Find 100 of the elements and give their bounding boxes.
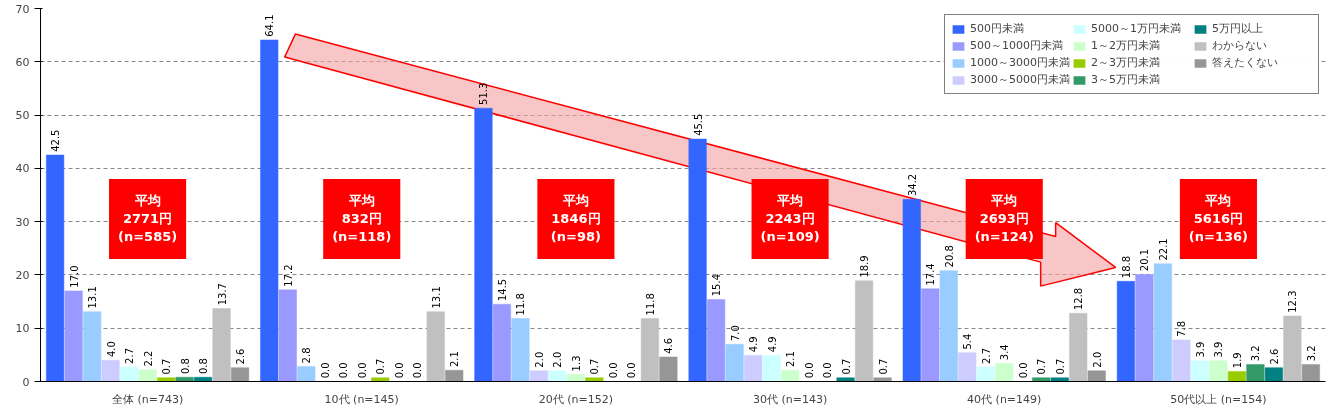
data-label: 4.6 xyxy=(663,337,675,354)
legend-label: 1～2万円未満 xyxy=(1091,38,1161,53)
data-label: 13.7 xyxy=(216,283,228,306)
data-label: 20.8 xyxy=(943,245,955,268)
x-tick-label: 30代 (n=143) xyxy=(752,392,828,406)
data-label: 0.0 xyxy=(338,362,350,379)
data-label: 0.0 xyxy=(356,362,368,379)
legend-label: 500～1000円未満 xyxy=(970,38,1064,53)
bar xyxy=(1209,360,1228,382)
annotation: 平均 2693円 (n=124) xyxy=(974,193,1034,245)
data-label: 0.7 xyxy=(589,358,601,375)
annotation: 平均 2771円 (n=585) xyxy=(118,193,178,245)
bar xyxy=(640,318,659,382)
legend-label: 答えたくない xyxy=(1212,55,1279,70)
bar xyxy=(492,303,511,382)
bar xyxy=(744,355,763,382)
bar xyxy=(781,370,800,382)
bar xyxy=(902,199,921,382)
y-tick-label: 20 xyxy=(15,268,30,282)
bar xyxy=(1283,315,1302,382)
bar xyxy=(426,311,445,382)
bar xyxy=(836,377,855,382)
bar xyxy=(762,355,781,382)
bar xyxy=(138,369,157,382)
data-label: 4.9 xyxy=(766,336,778,353)
bar xyxy=(1264,367,1283,382)
data-label: 2.2 xyxy=(142,350,154,367)
data-label: 17.0 xyxy=(68,265,80,288)
legend-label: 5万円以上 xyxy=(1212,21,1264,36)
bar xyxy=(585,377,604,382)
bar xyxy=(659,356,678,382)
data-label: 3.2 xyxy=(1305,345,1317,362)
data-label: 2.0 xyxy=(552,351,564,368)
bar xyxy=(939,270,958,382)
data-label: 4.9 xyxy=(748,336,760,353)
data-label: 1.9 xyxy=(1231,352,1243,369)
x-tick-label: 40代 (n=149) xyxy=(967,392,1042,406)
data-label: 12.8 xyxy=(1073,287,1085,311)
bar xyxy=(1069,313,1088,382)
bar xyxy=(1172,339,1191,382)
x-tick-label: 20代 (n=152) xyxy=(538,392,614,406)
bar xyxy=(260,39,279,382)
data-label: 11.8 xyxy=(515,293,527,316)
y-tick-label: 50 xyxy=(15,109,30,123)
data-label: 0.0 xyxy=(1017,362,1029,379)
data-label: 2.0 xyxy=(1091,351,1103,368)
bar xyxy=(83,311,102,382)
bar xyxy=(995,363,1014,382)
data-label: 17.4 xyxy=(925,263,937,286)
data-label: 20.1 xyxy=(1139,248,1151,272)
data-label: 2.0 xyxy=(533,351,545,368)
data-label: 0.0 xyxy=(393,362,405,379)
data-label: 45.5 xyxy=(692,113,704,136)
bar xyxy=(1190,360,1209,382)
data-label: 42.5 xyxy=(50,129,62,152)
data-label: 2.1 xyxy=(449,351,461,368)
legend-label: 5000～1万円未満 xyxy=(1091,21,1182,36)
y-tick-label: 0 xyxy=(22,375,30,389)
legend-label: 3～5万円未満 xyxy=(1091,72,1161,87)
y-tick-label: 40 xyxy=(15,162,30,176)
data-label: 4.0 xyxy=(105,341,117,357)
bar xyxy=(1032,377,1051,382)
legend-label: わからない xyxy=(1212,38,1268,53)
bar xyxy=(212,308,231,382)
data-label: 0.7 xyxy=(877,358,889,375)
bar xyxy=(1116,281,1135,382)
data-label: 3.9 xyxy=(1194,341,1206,358)
data-label: 0.7 xyxy=(375,358,387,375)
bar xyxy=(725,343,744,382)
x-tick-label: 10代 (n=145) xyxy=(324,392,399,406)
annotation: 平均 5616円 (n=136) xyxy=(1188,193,1249,245)
bar xyxy=(371,377,390,382)
data-label: 17.2 xyxy=(282,264,294,287)
bar xyxy=(1301,364,1320,382)
data-label: 1.3 xyxy=(570,355,582,372)
data-label: 7.8 xyxy=(1176,320,1188,337)
bar xyxy=(855,280,874,382)
data-label: 2.6 xyxy=(235,348,247,365)
bar xyxy=(1153,263,1172,382)
data-label: 0.0 xyxy=(607,362,619,379)
data-label: 15.4 xyxy=(711,273,723,297)
bar xyxy=(297,366,316,382)
bar xyxy=(64,290,83,382)
data-label: 18.8 xyxy=(1120,255,1132,279)
data-label: 0.8 xyxy=(179,358,191,375)
bar xyxy=(529,370,548,382)
data-label: 12.3 xyxy=(1287,290,1299,313)
data-label: 14.5 xyxy=(496,278,508,302)
data-label: 13.1 xyxy=(430,286,442,309)
bar xyxy=(958,352,977,382)
data-label: 0.7 xyxy=(1054,358,1066,375)
bar xyxy=(445,370,464,382)
bar xyxy=(976,366,995,382)
bar xyxy=(873,377,892,382)
x-tick-label: 50代以上 (n=154) xyxy=(1170,392,1267,406)
annotation: 平均 2243円 (n=109) xyxy=(760,193,820,245)
bar xyxy=(511,318,530,382)
data-label: 64.1 xyxy=(264,14,276,37)
legend-label: 1000～3000円未満 xyxy=(970,55,1070,70)
bar xyxy=(157,377,176,382)
